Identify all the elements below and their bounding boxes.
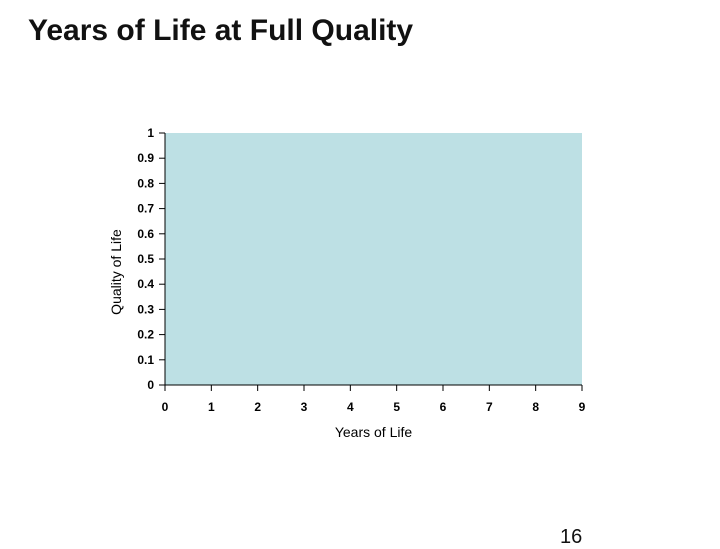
x-tick-label: 0 (162, 400, 169, 414)
y-tick-label: 0.3 (137, 302, 154, 316)
x-tick-label: 3 (301, 400, 308, 414)
x-tick-label: 2 (254, 400, 261, 414)
y-tick-label: 0.8 (137, 176, 154, 190)
x-tick-label: 4 (347, 400, 354, 414)
x-tick-label: 7 (486, 400, 493, 414)
area-series-0 (165, 133, 582, 385)
ticks-layer: 0 0.1 0.2 0.3 0.4 0.5 0.6 0.7 0.8 0.9 1 0 1 2 3 4 5 6 7 8 9 (137, 126, 585, 414)
x-tick-label: 5 (393, 400, 400, 414)
page-number: 16 (560, 526, 583, 548)
y-tick-label: 0.6 (137, 227, 154, 241)
x-axis-title: Years of Life (335, 424, 413, 440)
y-tick-label: 1 (147, 126, 154, 140)
y-tick-label: 0 (147, 378, 154, 392)
x-tick-label: 9 (579, 400, 586, 414)
x-tick-label: 1 (208, 400, 215, 414)
y-tick-label: 0.4 (137, 277, 154, 291)
y-axis-title: Quality of Life (108, 229, 124, 315)
y-tick-label: 0.1 (137, 353, 154, 367)
y-tick-label: 0.9 (137, 151, 154, 165)
y-tick-label: 0.7 (137, 202, 154, 216)
x-tick-label: 6 (440, 400, 447, 414)
slide-title: Years of Life at Full Quality (28, 14, 414, 47)
y-tick-label: 0.5 (137, 252, 154, 266)
y-tick-label: 0.2 (137, 328, 154, 342)
x-tick-label: 8 (532, 400, 539, 414)
area-layer (165, 133, 582, 385)
